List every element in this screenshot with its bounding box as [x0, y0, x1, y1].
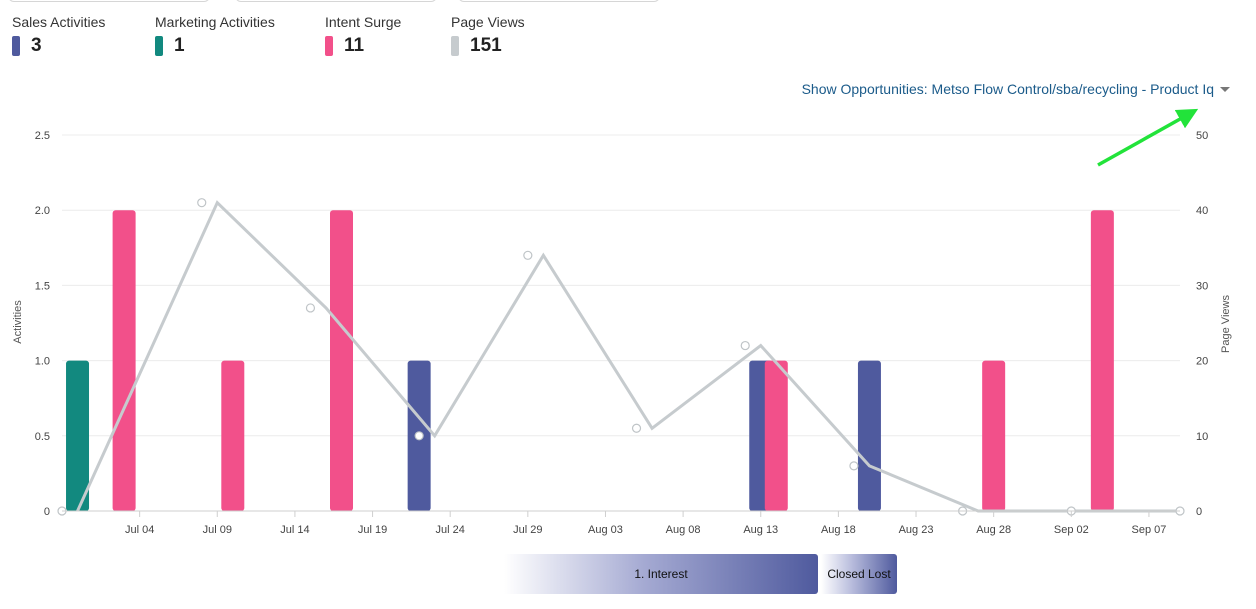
- x-tick-label: Jul 29: [513, 524, 542, 536]
- page-views-point: [523, 250, 533, 260]
- page-views-point: [197, 198, 207, 208]
- filter-box-3[interactable]: [458, 0, 660, 2]
- legend-label: Marketing Activities: [155, 14, 275, 30]
- annotation-arrow: [1097, 108, 1199, 167]
- y2-tick-label: 30: [1196, 280, 1208, 292]
- bar: [407, 360, 431, 511]
- legend-swatch: [155, 36, 163, 56]
- page-views-point: [1175, 506, 1185, 516]
- bar: [982, 360, 1006, 511]
- page-views-point: [414, 431, 424, 441]
- y-axis-label: Activities: [12, 300, 24, 344]
- x-tick-label: Aug 03: [588, 524, 623, 536]
- bar: [112, 210, 136, 511]
- show-opportunities-dropdown[interactable]: Show Opportunities: Metso Flow Control/s…: [802, 81, 1230, 97]
- filter-box-2[interactable]: [235, 0, 437, 2]
- page-views-point: [740, 340, 750, 351]
- page-views-point: [57, 506, 67, 516]
- y2-tick-label: 50: [1196, 130, 1208, 142]
- show-opportunities-label: Show Opportunities: Metso Flow Control/s…: [801, 81, 1214, 97]
- legend-intent-surge[interactable]: Intent Surge 11: [325, 14, 401, 57]
- legend-label: Intent Surge: [325, 14, 402, 30]
- legend-marketing-activities[interactable]: Marketing Activities 1: [155, 14, 275, 57]
- legend-count: 151: [470, 35, 502, 56]
- y2-axis-label: Page Views: [1220, 295, 1232, 353]
- y-tick-label: 1.5: [35, 280, 50, 292]
- page-views-point: [1066, 506, 1076, 516]
- page-views-line: [76, 200, 1180, 513]
- y2-tick-label: 0: [1196, 506, 1202, 518]
- bar: [66, 360, 90, 511]
- x-tick-label: Sep 02: [1054, 524, 1089, 536]
- legend-count: 1: [174, 35, 185, 56]
- legend-swatch: [451, 36, 459, 56]
- stage-label: 1. Interest: [634, 567, 688, 581]
- x-tick-label: Sep 07: [1132, 524, 1167, 536]
- legend-count: 3: [31, 35, 42, 56]
- legend-count: 11: [344, 35, 365, 56]
- x-tick-label: Jul 09: [203, 524, 232, 536]
- legend-swatch: [12, 36, 20, 56]
- bar: [857, 360, 881, 511]
- stage-interest[interactable]: 1. Interest: [504, 554, 818, 594]
- x-tick-label: Jul 24: [436, 524, 465, 536]
- bar: [764, 360, 788, 511]
- y2-tick-label: 10: [1196, 431, 1208, 443]
- filter-box-1[interactable]: [8, 0, 210, 2]
- x-tick-label: Jul 14: [280, 524, 309, 536]
- page-views-point: [958, 506, 968, 516]
- y-tick-label: 2.0: [35, 205, 50, 217]
- legend-label: Page Views: [451, 14, 525, 30]
- bar: [749, 360, 773, 511]
- x-tick-label: Aug 08: [666, 524, 701, 536]
- x-tick-label: Aug 28: [976, 524, 1011, 536]
- bar: [330, 210, 353, 511]
- legend-sales-activities[interactable]: Sales Activities 3: [12, 14, 105, 57]
- legend-swatch: [325, 36, 333, 56]
- x-tick-label: Aug 23: [899, 524, 934, 536]
- y-tick-label: 1.0: [35, 356, 50, 368]
- page-views-point: [631, 423, 642, 433]
- x-tick-label: Jul 19: [358, 524, 387, 536]
- stage-closed-lost[interactable]: Closed Lost: [821, 554, 897, 594]
- y-tick-label: 0: [44, 506, 50, 518]
- y-tick-label: 2.5: [35, 130, 50, 142]
- page-views-point: [305, 303, 316, 313]
- stage-label: Closed Lost: [827, 567, 891, 581]
- legend-page-views[interactable]: Page Views 151: [451, 14, 525, 57]
- bar: [221, 360, 245, 511]
- bar: [1090, 210, 1114, 511]
- legend-label: Sales Activities: [12, 14, 106, 30]
- x-tick-label: Jul 04: [125, 524, 154, 536]
- x-tick-label: Aug 13: [743, 524, 778, 536]
- page-views-point: [849, 461, 859, 471]
- y-tick-label: 0.5: [35, 431, 50, 443]
- y2-tick-label: 20: [1196, 356, 1208, 368]
- chevron-down-icon: [1220, 86, 1230, 92]
- x-tick-label: Aug 18: [821, 524, 856, 536]
- y2-tick-label: 40: [1196, 205, 1208, 217]
